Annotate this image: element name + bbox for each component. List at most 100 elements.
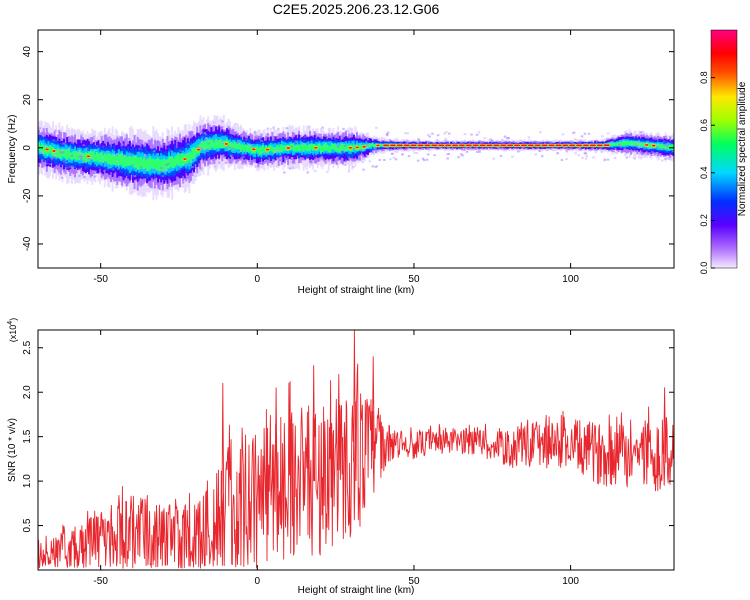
colorbar-tick-label: 0.2 <box>699 214 709 227</box>
heatmap-speckle <box>44 144 48 147</box>
y-tick-label: 2.5 <box>22 340 33 354</box>
heatmap-speckle <box>178 167 181 170</box>
heatmap-cell <box>38 142 40 151</box>
heatmap-cell <box>144 158 147 169</box>
heatmap-speckle <box>565 150 569 153</box>
heatmap-speckle <box>143 170 146 173</box>
heatmap-cell <box>147 158 150 171</box>
heatmap-speckle <box>318 134 322 137</box>
heatmap-speckle <box>633 157 637 160</box>
heatmap-speckle <box>648 147 652 150</box>
heatmap-speckle <box>160 166 163 169</box>
heatmap-core-red <box>465 144 472 147</box>
heatmap-cell <box>283 145 286 151</box>
heatmap-cell <box>631 141 634 146</box>
heatmap-cell <box>135 155 138 169</box>
heatmap-cell <box>92 151 95 162</box>
heatmap-cell <box>163 158 166 171</box>
heatmap-speckle <box>89 171 92 174</box>
heatmap-speckle <box>111 168 115 171</box>
heatmap-core-red <box>569 144 576 147</box>
heatmap-speckle <box>95 144 99 147</box>
heatmap-speckle <box>101 161 105 164</box>
heatmap-cell <box>271 146 274 153</box>
spectrogram-heatmap <box>38 114 674 201</box>
heatmap-speckle <box>471 142 475 145</box>
heatmap-speckle <box>611 140 614 143</box>
y-tick-label: 40 <box>22 46 33 58</box>
heatmap-speckle <box>283 171 286 174</box>
heatmap-speckle <box>67 148 71 151</box>
heatmap-cell <box>161 159 164 172</box>
heatmap-cell <box>127 156 130 166</box>
heatmap-cell <box>329 145 332 153</box>
x-tick-label: 0 <box>255 576 261 587</box>
heatmap-speckle <box>248 143 251 146</box>
heatmap-speckle <box>479 141 482 144</box>
heatmap-speckle <box>276 149 280 152</box>
heatmap-cell <box>280 144 283 153</box>
heatmap-cell <box>249 144 252 152</box>
heatmap-speckle <box>107 166 110 169</box>
snr-x-label: Height of straight line (km) <box>298 585 415 596</box>
heatmap-speckle <box>417 138 421 141</box>
heatmap-speckle <box>404 132 407 135</box>
heatmap-core-red <box>86 155 91 158</box>
heatmap-speckle <box>361 161 364 164</box>
heatmap-speckle <box>555 151 559 154</box>
heatmap-speckle <box>608 142 612 145</box>
heatmap-speckle <box>461 154 464 157</box>
heatmap-speckle <box>630 143 633 146</box>
heatmap-cell <box>612 142 615 146</box>
heatmap-speckle <box>603 159 606 162</box>
heatmap-speckle <box>580 135 584 138</box>
heatmap-speckle <box>446 157 449 160</box>
heatmap-speckle <box>134 143 137 146</box>
heatmap-cell <box>296 144 299 152</box>
heatmap-core-red <box>252 148 256 151</box>
chart-title: C2E5.2025.206.23.12.G06 <box>273 1 440 17</box>
heatmap-cell <box>305 145 308 152</box>
heatmap-cell <box>133 155 136 168</box>
heatmap-speckle <box>80 157 83 160</box>
heatmap-core-red <box>596 144 603 147</box>
heatmap-speckle <box>200 168 203 171</box>
heatmap-speckle <box>584 157 588 160</box>
heatmap-speckle <box>489 138 492 141</box>
x-tick-label: -50 <box>93 274 108 285</box>
heatmap-speckle <box>191 159 195 162</box>
heatmap-cell <box>293 145 296 152</box>
heatmap-cell <box>623 141 626 146</box>
heatmap-cell <box>89 150 92 160</box>
heatmap-speckle <box>639 157 643 160</box>
heatmap-cell <box>205 140 208 149</box>
heatmap-speckle <box>392 156 396 159</box>
heatmap-cell <box>153 159 156 169</box>
heatmap-cell <box>160 160 163 171</box>
heatmap-speckle <box>507 137 510 140</box>
heatmap-speckle <box>77 152 80 155</box>
heatmap-speckle <box>191 166 194 169</box>
heatmap-speckle <box>179 149 182 152</box>
heatmap-cell <box>340 143 343 152</box>
heatmap-cell <box>346 144 349 151</box>
heatmap-cell <box>131 156 134 167</box>
heatmap-speckle <box>465 150 469 153</box>
heatmap-speckle <box>138 178 142 181</box>
heatmap-speckle <box>493 148 497 151</box>
heatmap-speckle <box>82 144 85 147</box>
heatmap-cell <box>648 143 651 148</box>
heatmap-speckle <box>637 143 640 146</box>
heatmap-cell <box>194 147 197 157</box>
heatmap-cell <box>213 139 216 150</box>
heatmap-speckle <box>375 165 379 168</box>
heatmap-cell <box>658 144 661 148</box>
heatmap-speckle <box>43 127 46 130</box>
heatmap-speckle <box>207 149 210 152</box>
heatmap-speckle <box>285 147 288 150</box>
heatmap-speckle <box>102 164 106 167</box>
heatmap-speckle <box>206 138 209 141</box>
heatmap-speckle <box>144 157 148 160</box>
heatmap-cell <box>111 153 114 165</box>
